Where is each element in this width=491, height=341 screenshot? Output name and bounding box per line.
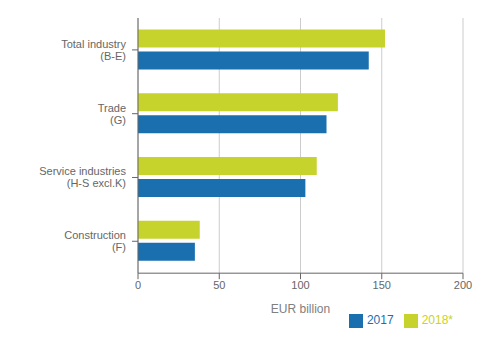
svg-text:50: 50: [213, 279, 225, 291]
svg-text:Total industry(B-E): Total industry(B-E): [61, 38, 126, 62]
svg-text:Trade(G): Trade(G): [98, 102, 126, 126]
html-text:2018*: 2018*: [421, 313, 453, 328]
svg-text:Service industries(H-S excl.K): Service industries(H-S excl.K): [39, 165, 126, 189]
html-text:2017: 2017: [366, 313, 394, 328]
svg-text:150: 150: [373, 279, 391, 291]
svg-text:100: 100: [291, 279, 309, 291]
svg-text:200: 200: [454, 279, 472, 291]
svg-text:0: 0: [135, 279, 141, 291]
svg-text:EUR billion: EUR billion: [271, 302, 330, 316]
svg-text:Construction(F): Construction(F): [64, 229, 126, 253]
